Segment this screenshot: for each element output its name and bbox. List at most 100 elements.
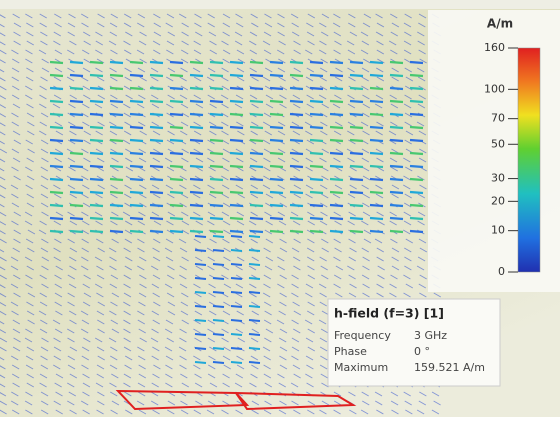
arrow xyxy=(410,153,423,154)
arrow xyxy=(270,231,283,232)
arrow xyxy=(150,101,163,102)
arrow xyxy=(410,114,423,115)
arrow xyxy=(90,140,103,141)
arrow xyxy=(330,62,343,63)
arrow xyxy=(190,231,203,232)
arrow xyxy=(50,205,63,206)
arrow xyxy=(310,101,323,102)
arrow xyxy=(70,166,83,167)
arrow xyxy=(90,62,103,63)
info-value: 0 ° xyxy=(414,345,430,358)
arrow xyxy=(310,166,323,167)
arrow xyxy=(230,75,243,76)
arrow xyxy=(249,334,260,335)
arrow xyxy=(230,192,243,193)
arrow xyxy=(390,179,403,180)
arrow xyxy=(110,127,123,128)
arrow xyxy=(290,205,303,206)
arrow xyxy=(50,101,63,102)
arrow xyxy=(195,250,206,251)
arrow xyxy=(50,179,63,180)
arrow xyxy=(90,218,103,219)
arrow xyxy=(390,192,403,193)
arrow xyxy=(350,218,363,219)
arrow xyxy=(170,192,183,193)
arrow xyxy=(230,179,243,180)
arrow xyxy=(230,127,243,128)
arrow xyxy=(50,192,63,193)
arrow xyxy=(110,114,123,115)
top-strip xyxy=(0,0,560,9)
arrow xyxy=(110,218,123,219)
arrow xyxy=(195,264,206,265)
arrow xyxy=(290,218,303,219)
arrow xyxy=(50,88,63,89)
arrow xyxy=(249,292,260,293)
arrow xyxy=(310,205,323,206)
arrow xyxy=(50,114,63,115)
arrow xyxy=(150,75,163,76)
arrow xyxy=(250,101,263,102)
info-title: h-field (f=3) [1] xyxy=(334,306,444,321)
arrow xyxy=(130,127,143,128)
arrow xyxy=(330,127,343,128)
arrow xyxy=(170,231,183,232)
arrow xyxy=(210,101,223,102)
arrow xyxy=(190,153,203,154)
arrow xyxy=(213,320,224,321)
arrow xyxy=(270,62,283,63)
arrow xyxy=(195,292,206,293)
arrow xyxy=(150,127,163,128)
arrow xyxy=(90,88,103,89)
arrow xyxy=(290,192,303,193)
arrow xyxy=(249,348,260,349)
arrow xyxy=(330,179,343,180)
arrow xyxy=(290,179,303,180)
arrow xyxy=(330,166,343,167)
arrow xyxy=(330,218,343,219)
arrow xyxy=(230,218,243,219)
arrow xyxy=(190,127,203,128)
arrow xyxy=(270,205,283,206)
arrow xyxy=(210,114,223,115)
arrow xyxy=(350,205,363,206)
arrow xyxy=(350,192,363,193)
arrow xyxy=(250,140,263,141)
arrow xyxy=(410,231,423,232)
arrow xyxy=(290,166,303,167)
arrow xyxy=(370,88,383,89)
arrow xyxy=(230,140,243,141)
arrow xyxy=(250,231,263,232)
arrow xyxy=(330,205,343,206)
arrow xyxy=(213,250,224,251)
arrow xyxy=(130,62,143,63)
arrow xyxy=(230,205,243,206)
arrow xyxy=(90,166,103,167)
arrow xyxy=(70,114,83,115)
arrow xyxy=(231,250,242,251)
arrow xyxy=(310,127,323,128)
arrow xyxy=(130,101,143,102)
arrow xyxy=(170,114,183,115)
arrow xyxy=(310,153,323,154)
arrow xyxy=(250,218,263,219)
arrow xyxy=(410,179,423,180)
arrow xyxy=(50,75,63,76)
arrow xyxy=(170,153,183,154)
arrow xyxy=(195,306,206,307)
arrow xyxy=(370,140,383,141)
arrow xyxy=(310,75,323,76)
arrow xyxy=(250,192,263,193)
arrow xyxy=(130,179,143,180)
arrow xyxy=(310,192,323,193)
arrow xyxy=(50,231,63,232)
arrow xyxy=(370,127,383,128)
arrow xyxy=(350,114,363,115)
arrow xyxy=(213,306,224,307)
arrow xyxy=(213,236,224,237)
arrow xyxy=(231,236,242,237)
arrow xyxy=(410,166,423,167)
arrow xyxy=(350,88,363,89)
arrow xyxy=(70,231,83,232)
arrow xyxy=(370,153,383,154)
